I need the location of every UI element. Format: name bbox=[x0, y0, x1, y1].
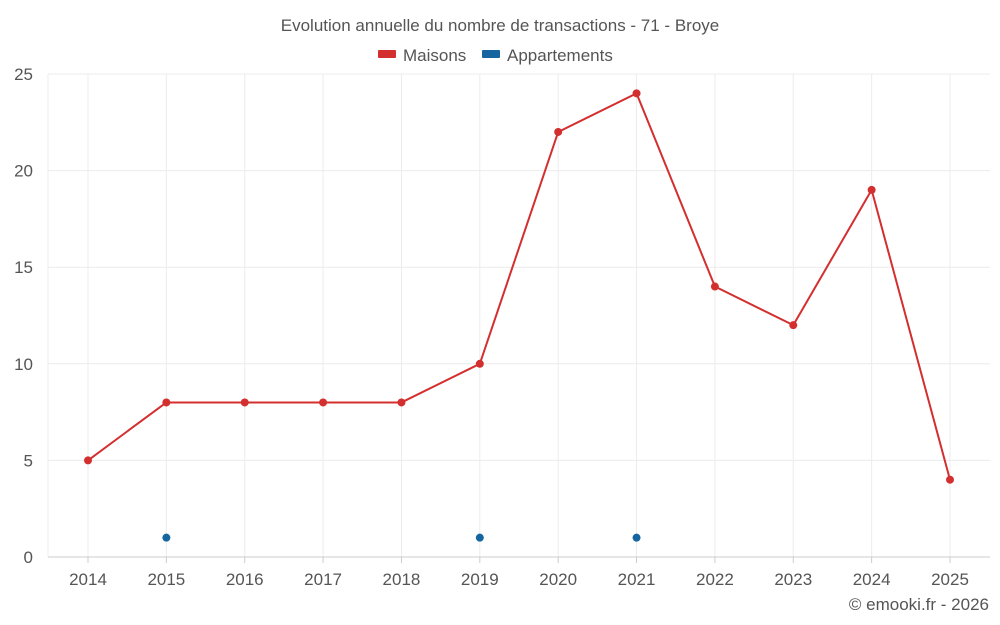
x-tick-label: 2015 bbox=[147, 570, 185, 589]
x-tick-label: 2018 bbox=[383, 570, 421, 589]
data-point-maisons[interactable] bbox=[319, 398, 328, 407]
series-appartements bbox=[162, 533, 641, 542]
x-tick-label: 2014 bbox=[69, 570, 107, 589]
legend-item-maisons[interactable]: Maisons bbox=[378, 46, 466, 65]
y-tick-label: 15 bbox=[14, 258, 33, 277]
data-point-maisons[interactable] bbox=[84, 456, 92, 465]
data-point-maisons[interactable] bbox=[632, 89, 641, 98]
y-tick-label: 25 bbox=[14, 65, 33, 84]
data-point-maisons[interactable] bbox=[240, 398, 249, 407]
data-point-maisons[interactable] bbox=[397, 398, 406, 407]
data-point-maisons[interactable] bbox=[475, 359, 484, 368]
x-tick-label: 2020 bbox=[539, 570, 577, 589]
x-tick-label: 2017 bbox=[304, 570, 342, 589]
grid bbox=[47, 73, 990, 557]
data-point-maisons[interactable] bbox=[867, 185, 876, 194]
data-point-appartements[interactable] bbox=[632, 533, 641, 542]
y-tick-label: 5 bbox=[24, 451, 33, 470]
x-tick-label: 2024 bbox=[853, 570, 891, 589]
legend-swatch-appartements bbox=[482, 50, 500, 58]
x-tick-label: 2023 bbox=[774, 570, 812, 589]
series-line-maisons bbox=[87, 92, 951, 480]
legend: Maisons Appartements bbox=[378, 46, 613, 65]
x-tick-label: 2016 bbox=[226, 570, 264, 589]
credit-text: © emooki.fr - 2026 bbox=[849, 595, 989, 614]
data-point-maisons[interactable] bbox=[554, 127, 563, 136]
data-point-maisons[interactable] bbox=[789, 321, 798, 330]
data-point-maisons[interactable] bbox=[946, 475, 954, 484]
x-tick-label: 2025 bbox=[931, 570, 969, 589]
y-tick-label: 10 bbox=[14, 355, 33, 374]
x-tick-label: 2021 bbox=[618, 570, 656, 589]
data-point-maisons[interactable] bbox=[710, 282, 719, 291]
data-point-appartements[interactable] bbox=[475, 533, 484, 542]
legend-swatch-maisons bbox=[378, 50, 396, 58]
x-tick-label: 2022 bbox=[696, 570, 734, 589]
data-point-maisons[interactable] bbox=[162, 398, 171, 407]
data-point-appartements[interactable] bbox=[162, 533, 171, 542]
series-layer bbox=[84, 89, 954, 542]
legend-item-appartements[interactable]: Appartements bbox=[482, 46, 613, 65]
y-tick-label: 20 bbox=[14, 162, 33, 181]
chart-title: Evolution annuelle du nombre de transact… bbox=[281, 16, 719, 35]
series-maisons bbox=[84, 89, 954, 484]
x-tick-label: 2019 bbox=[461, 570, 499, 589]
legend-label-maisons: Maisons bbox=[403, 46, 466, 65]
legend-label-appartements: Appartements bbox=[507, 46, 613, 65]
y-tick-label: 0 bbox=[24, 548, 33, 567]
